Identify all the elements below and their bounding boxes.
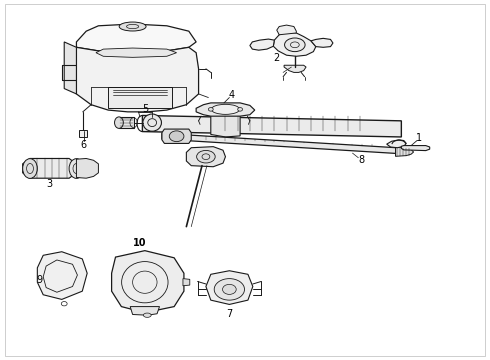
Polygon shape — [196, 103, 255, 116]
Text: 4: 4 — [228, 90, 234, 100]
Polygon shape — [277, 25, 296, 35]
Text: 2: 2 — [273, 53, 280, 63]
Text: 10: 10 — [133, 238, 147, 248]
Polygon shape — [250, 39, 274, 50]
Polygon shape — [130, 307, 159, 315]
Polygon shape — [183, 279, 190, 286]
Polygon shape — [284, 65, 306, 72]
Polygon shape — [143, 116, 401, 137]
Text: 3: 3 — [47, 179, 52, 189]
Text: 6: 6 — [81, 140, 87, 150]
Polygon shape — [64, 42, 76, 94]
Text: 5: 5 — [142, 104, 148, 114]
Text: 1: 1 — [416, 133, 422, 143]
Polygon shape — [311, 39, 333, 47]
Polygon shape — [162, 129, 191, 143]
Text: 9: 9 — [37, 275, 43, 285]
Text: 8: 8 — [358, 155, 365, 165]
Ellipse shape — [143, 114, 161, 131]
Ellipse shape — [196, 150, 215, 163]
Polygon shape — [96, 48, 176, 57]
Ellipse shape — [222, 284, 236, 294]
Polygon shape — [186, 147, 225, 167]
Ellipse shape — [115, 117, 123, 129]
Polygon shape — [76, 47, 198, 112]
Polygon shape — [76, 158, 98, 178]
Polygon shape — [23, 158, 76, 178]
Polygon shape — [273, 32, 316, 56]
Ellipse shape — [169, 131, 184, 141]
Ellipse shape — [208, 108, 213, 111]
Text: 7: 7 — [226, 309, 232, 319]
Bar — [79, 130, 87, 137]
Ellipse shape — [119, 22, 146, 31]
Polygon shape — [211, 110, 240, 137]
Polygon shape — [162, 134, 396, 153]
Ellipse shape — [214, 279, 245, 300]
Polygon shape — [206, 271, 253, 305]
Polygon shape — [395, 147, 414, 156]
Polygon shape — [37, 252, 87, 300]
Ellipse shape — [285, 38, 305, 51]
Ellipse shape — [23, 159, 37, 179]
Polygon shape — [76, 24, 196, 53]
Polygon shape — [387, 140, 406, 148]
Ellipse shape — [238, 108, 243, 111]
Polygon shape — [108, 87, 172, 108]
Polygon shape — [401, 145, 430, 150]
Polygon shape — [112, 251, 184, 313]
Ellipse shape — [69, 159, 84, 179]
Polygon shape — [119, 117, 134, 129]
Ellipse shape — [211, 104, 240, 114]
Ellipse shape — [144, 313, 151, 318]
